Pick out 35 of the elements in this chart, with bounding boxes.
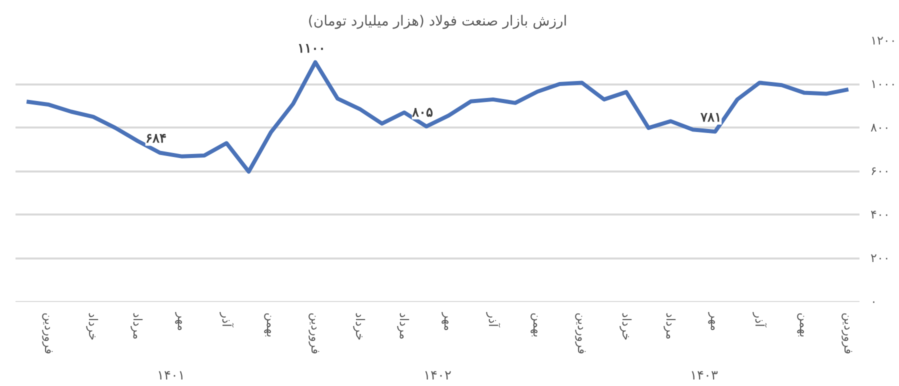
text: ۱۴۰۲ (424, 368, 452, 384)
chart-title: ارزش بازار صنعت فولاد (هزار میلیارد تومان) (308, 14, 568, 30)
y-tick-label: ۴۰۰ (870, 208, 890, 222)
y-tick-label: ۱۰۰۰ (870, 77, 896, 91)
text: ۱۴۰۳ (690, 368, 718, 384)
x-tick-label: فروردین (308, 312, 322, 354)
x-tick-label: مرداد (397, 312, 412, 340)
y-tick-label: ۱۲۰۰ (870, 34, 896, 48)
x-tick-label: فروردین (574, 312, 589, 354)
x-tick-label: خرداد (352, 312, 367, 341)
y-tick-label: ۸۰۰ (870, 120, 890, 134)
x-tick-label: آذر (220, 312, 234, 328)
x-tick-label: فروردین (841, 312, 856, 354)
line-series (24, 60, 850, 174)
x-tick-label: خرداد (619, 312, 634, 341)
data-label: ۱۱۰۰ (297, 40, 326, 56)
data-label: ۷۸۱ (700, 110, 722, 125)
x-tick-label: مهر (175, 312, 190, 332)
x-tick-label: فروردین (42, 312, 56, 354)
y-tick-label: ۲۰۰ (870, 251, 890, 265)
x-tick-label: بهمن (530, 312, 544, 338)
x-tick-label: آذر (752, 312, 768, 328)
x-tick-label: مهر (442, 312, 456, 332)
data-label: ۸۰۵ (410, 104, 433, 120)
x-tick-label: بهمن (264, 312, 278, 338)
y-tick-label: ۶۰۰ (870, 164, 890, 178)
text: ۱۴۰۱ (157, 368, 185, 384)
y-tick-label: ۰ (870, 294, 877, 308)
x-tick-label: مرداد (664, 312, 678, 340)
x-tick-label: بهمن (796, 312, 811, 338)
x-tick-label: آذر (486, 312, 502, 328)
data-label: ۶۸۴ (145, 130, 166, 146)
x-tick-label: مرداد (130, 312, 145, 340)
x-tick-label: مهر (708, 312, 722, 332)
x-tick-label: خرداد (86, 312, 100, 341)
